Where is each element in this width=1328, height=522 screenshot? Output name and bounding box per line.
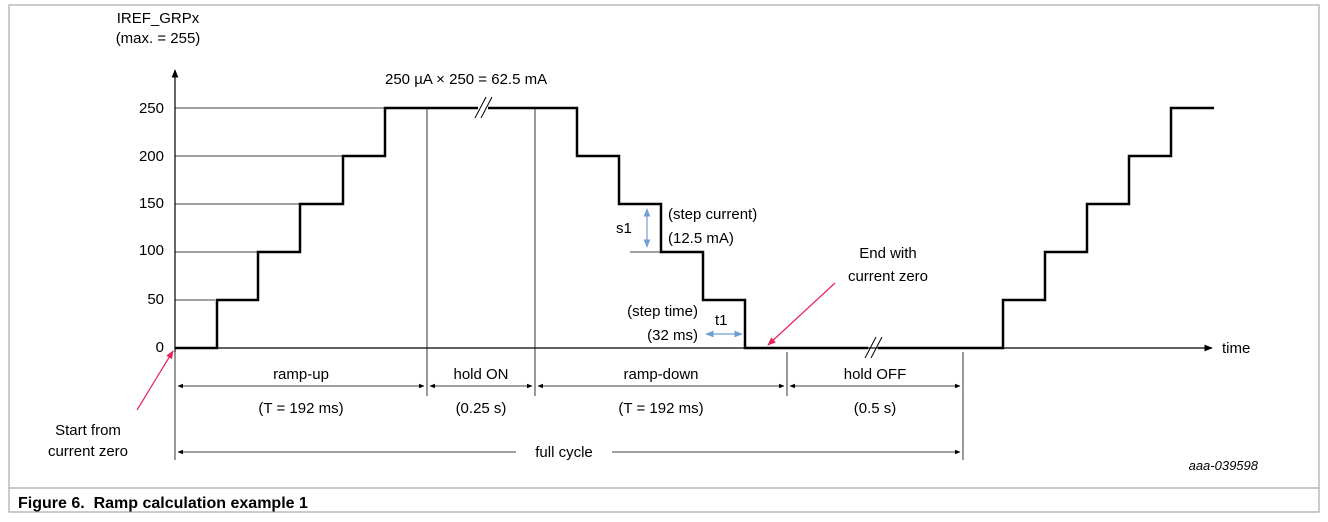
- max-current-label: 250 µA × 250 = 62.5 mA: [385, 71, 547, 88]
- y-tick-label: 200: [139, 148, 164, 165]
- y-tick-label: 50: [147, 291, 164, 308]
- step-time-value: (32 ms): [647, 327, 698, 344]
- s1-label: s1: [616, 220, 632, 237]
- phase-arrows: [177, 383, 961, 455]
- y-axis-title: IREF_GRPx: [117, 10, 200, 27]
- y-tick-label: 150: [139, 195, 164, 212]
- ramp-down-label: ramp-down: [623, 366, 698, 383]
- end-pointer-arrow: [767, 282, 836, 346]
- label-bg: [266, 366, 336, 382]
- phase-boundaries: [174, 108, 964, 460]
- reference-lines: [175, 107, 660, 301]
- full-cycle-label: full cycle: [535, 444, 593, 461]
- y-axis-subtitle: (max. = 255): [116, 30, 201, 47]
- figure-id-code: aaa-039598: [1189, 458, 1259, 473]
- hold-off-label: hold OFF: [844, 366, 907, 383]
- step-current-label: (step current): [668, 206, 757, 223]
- start-annotation-line2: current zero: [48, 443, 128, 460]
- ramp-up-label: ramp-up: [273, 366, 329, 383]
- hold-on-time-label: (0.25 s): [456, 400, 507, 417]
- y-tick-label: 100: [139, 242, 164, 259]
- step-time-label: (step time): [627, 303, 698, 320]
- step-current-value: (12.5 mA): [668, 230, 734, 247]
- start-pointer-arrow: [136, 350, 174, 411]
- break-marks: [474, 96, 883, 359]
- end-annotation-line1: End with: [859, 245, 917, 262]
- start-annotation-line1: Start from: [55, 422, 121, 439]
- y-tick-label: 250: [139, 100, 164, 117]
- y-tick-label: 0: [156, 339, 164, 356]
- hold-off-time-label: (0.5 s): [854, 400, 897, 417]
- current-waveform: [175, 106, 1214, 350]
- figure-caption: Figure 6. Ramp calculation example 1: [18, 495, 308, 512]
- ramp-down-time-label: (T = 192 ms): [618, 400, 703, 417]
- ramp-up-time-label: (T = 192 ms): [258, 400, 343, 417]
- end-annotation-line2: current zero: [848, 268, 928, 285]
- t1-label: t1: [715, 312, 728, 329]
- figure-border: [8, 4, 1320, 513]
- hold-on-label: hold ON: [453, 366, 508, 383]
- x-axis-title: time: [1222, 340, 1250, 357]
